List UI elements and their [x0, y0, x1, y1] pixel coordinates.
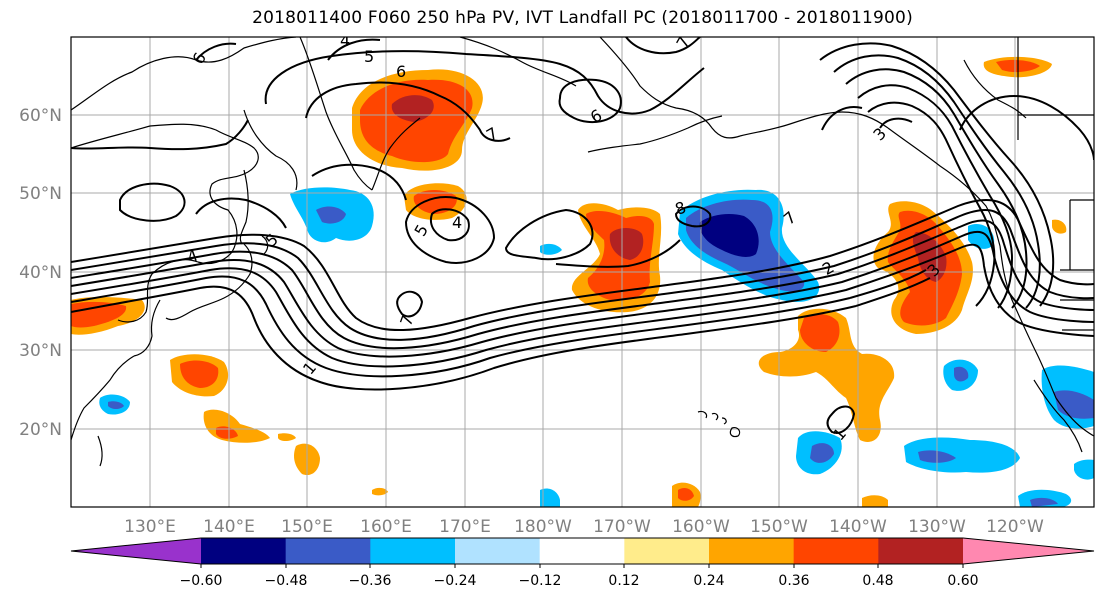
lon-label: 170°E	[439, 517, 491, 537]
coastlines	[71, 37, 1094, 467]
colorbar-segment	[709, 538, 795, 564]
colorbar-segment	[370, 538, 456, 564]
colorbar-segment	[793, 538, 879, 564]
lon-label: 120°W	[986, 517, 1044, 537]
colorbar-label: −0.12	[519, 573, 562, 589]
colorbar: −0.60 −0.48 −0.36 −0.24 −0.12 0.12 0.24 …	[70, 537, 1095, 589]
longitude-labels: 130°E 140°E 150°E 160°E 170°E 180°W 170°…	[124, 517, 1044, 537]
shaded-field	[71, 56, 1094, 507]
colorbar-segment	[624, 538, 710, 564]
colorbar-label: −0.36	[349, 573, 392, 589]
lon-label: 180°W	[514, 517, 572, 537]
lon-label: 150°E	[281, 517, 333, 537]
colorbar-extend-high	[963, 538, 1094, 564]
contour-label: 6	[396, 62, 406, 81]
contour-label: 4	[452, 213, 462, 232]
lon-label: 150°W	[750, 517, 808, 537]
colorbar-segment	[878, 538, 964, 564]
lat-label: 30°N	[19, 341, 62, 361]
colorbar-extend-low	[71, 538, 201, 564]
colorbar-segment	[285, 538, 371, 564]
colorbar-label: 0.60	[947, 573, 978, 589]
lon-label: 130°E	[124, 517, 176, 537]
lon-label: 140°W	[829, 517, 887, 537]
colorbar-label: 0.48	[862, 573, 893, 589]
colorbar-segment	[539, 538, 625, 564]
contour-label: 5	[364, 47, 374, 66]
map-frame	[70, 36, 1095, 508]
lon-label: 170°W	[593, 517, 651, 537]
colorbar-label: 0.36	[778, 573, 809, 589]
map-title: 2018011400 F060 250 hPa PV, IVT Landfall…	[252, 8, 913, 28]
lon-label: 160°W	[672, 517, 730, 537]
colorbar-segment	[455, 538, 541, 564]
colorbar-ticks	[200, 564, 964, 568]
lon-label: 140°E	[203, 517, 255, 537]
colorbar-label: −0.24	[434, 573, 477, 589]
colorbar-label: −0.60	[180, 573, 223, 589]
colorbar-label: 0.12	[608, 573, 639, 589]
colorbar-label: 0.24	[693, 573, 724, 589]
lat-label: 60°N	[19, 106, 62, 126]
lon-label: 130°W	[908, 517, 966, 537]
contour-label: 4	[340, 31, 350, 50]
colorbar-tick-labels: −0.60 −0.48 −0.36 −0.24 −0.12 0.12 0.24 …	[180, 573, 979, 589]
latitude-labels: 60°N 50°N 40°N 30°N 20°N	[19, 106, 62, 440]
colorbar-segment	[201, 538, 287, 564]
pv-contours	[71, 37, 1094, 434]
lon-label: 160°E	[360, 517, 412, 537]
lat-label: 40°N	[19, 263, 62, 283]
colorbar-label: −0.48	[265, 573, 308, 589]
lat-label: 20°N	[19, 420, 62, 440]
lat-label: 50°N	[19, 184, 62, 204]
